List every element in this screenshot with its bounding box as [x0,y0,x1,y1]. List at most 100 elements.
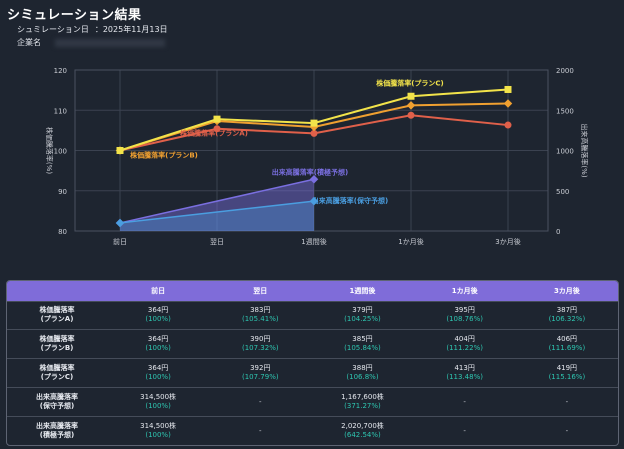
y-tick-label-right: 2000 [556,67,574,75]
data-point [407,92,415,100]
simulation-date-label: シュミレーション日 [17,25,89,34]
empty-value: - [463,426,466,435]
table-cell: 413円 (113.48%) [414,359,516,388]
cell-percent: (106.32%) [548,315,586,324]
table-row-header: 株価騰落率 (プランC) [7,359,107,388]
cell-value: 379円 [352,306,373,315]
table-cell: 364円 (100%) [107,301,209,330]
y-tick-label-right: 500 [556,188,569,196]
cell-percent: (108.76%) [446,315,483,324]
table-header-cell: 前日 [151,286,166,295]
y-tick-label-right: 0 [556,228,560,236]
cell-value: 387円 [556,306,578,315]
cell-value: 419円 [556,364,578,373]
table-cell: - [209,417,311,445]
simulation-chart: 80 90 100 110 120 0 500 1000 1500 2000 前日 翌日 1週間後 1か月… [45,67,589,246]
empty-value: - [565,397,569,406]
data-point [504,85,512,93]
chart-ticks: 80 90 100 110 120 0 500 1000 1500 2000 前日 翌日 1週間後 1か月… [45,67,589,246]
x-tick-label: 1週間後 [301,237,326,246]
simulation-date-row: シュミレーション日 ：2025年11月13日 [17,24,168,35]
cell-value: 2,020,700株 [341,422,384,431]
cell-value: 395円 [454,306,475,315]
table-row-header: 出来高騰落率 (積極予想) [7,417,107,445]
cell-value: 1,167,600株 [341,393,384,402]
cell-percent: (106.8%) [346,373,379,382]
data-point [407,111,415,119]
table-cell: 388円 (106.8%) [311,359,413,388]
cell-percent: (642.54%) [344,431,381,440]
row-label-main: 株価騰落率 [39,335,75,344]
empty-value: - [259,397,262,406]
series-label: 出来高騰落率(積極予想) [272,167,348,176]
simulation-date-value: ：2025年11月13日 [94,25,168,34]
page-title: シミュレーション結果 [7,8,142,23]
data-point [310,129,318,137]
table-cell: 406円 (111.69%) [516,330,618,359]
cell-percent: (107.79%) [241,373,279,382]
data-point [309,175,319,184]
plot-frame [74,69,549,232]
table-header-cell [7,281,107,301]
row-label-main: 出来高騰落率 [36,422,78,431]
results-table-container: 前日 翌日 1週間後 1カ月後 3カ月後 株価騰落率 (プランA) 364円 (100… [6,280,619,446]
table-cell: 314,500株 (100%) [107,417,209,445]
series-label: 株価騰落率(プランA) [180,128,248,137]
row-label-sub: (プランC) [40,373,74,382]
table-cell: 390円 (107.32%) [209,330,311,359]
table-row: 株価騰落率 (プランA) 364円 (100%) 383円 (105.41%) 379円 (1… [7,301,618,330]
row-label-sub: (積極予想) [39,431,75,440]
cell-value: 404円 [454,335,475,344]
y-tick-label-left: 90 [58,188,67,196]
series-label: 出来高騰落率(保守予想) [312,196,388,205]
y-tick-label-left: 100 [54,148,67,156]
row-label-main: 株価騰落率 [39,364,75,373]
y-tick-label-left: 110 [54,107,67,115]
table-header-row: 前日 翌日 1週間後 1カ月後 3カ月後 [7,281,618,301]
cell-percent: (100%) [145,431,171,440]
cell-percent: (100%) [145,402,171,411]
cell-value: 413円 [454,364,475,373]
series-line [119,178,315,224]
table-row: 株価騰落率 (プランC) 364円 (100%) 392円 (107.79%) 388円 (1… [7,358,618,388]
table-cell: 404円 (111.22%) [414,330,516,359]
cell-percent: (104.25%) [344,315,381,324]
table-row: 出来高騰落率 (積極予想) 314,500株 (100%) -2,020,700株 (64… [7,416,618,445]
cell-value: 385円 [352,335,373,344]
y-tick-label-left: 80 [58,228,67,236]
table-row-header: 株価騰落率 (プランB) [7,330,107,359]
data-point [310,119,318,127]
company-label: 企業名 [17,38,41,47]
table-row-header: 株価騰落率 (プランA) [7,301,107,330]
table-cell: 387円 (106.32%) [516,301,618,330]
cell-percent: (115.16%) [548,373,586,382]
table-cell: - [516,417,618,445]
y-tick-label-right: 1500 [556,107,574,115]
table-cell: 395円 (108.76%) [414,301,516,330]
data-point [406,101,416,110]
row-label-sub: (プランB) [40,344,74,353]
row-label-sub: (保守予想) [39,402,75,411]
cell-percent: (100%) [145,315,171,324]
cell-value: 314,500株 [140,393,177,402]
table-cell: 2,020,700株 (642.54%) [311,417,413,445]
cell-percent: (105.84%) [344,344,381,353]
table-cell: 419円 (115.16%) [516,359,618,388]
cell-value: 364円 [147,364,169,373]
row-label-main: 株価騰落率 [39,306,75,315]
table-cell: - [516,388,618,417]
data-point [309,196,319,206]
y-axis-title-left: 株価騰落率(%) [45,127,54,174]
cell-value: 383円 [250,306,271,315]
cell-percent: (100%) [145,344,171,353]
data-point [116,147,124,154]
cell-percent: (111.69%) [548,344,586,353]
cell-value: 364円 [147,306,169,315]
table-body: 株価騰落率 (プランA) 364円 (100%) 383円 (105.41%) 379円 (1… [7,301,618,445]
table-cell: 364円 (100%) [107,330,209,359]
cell-percent: (105.41%) [241,315,279,324]
empty-value: - [463,397,466,406]
company-name-redacted [55,38,165,47]
y-tick-label-right: 1000 [556,148,574,156]
y-axis-title-right: 出来高騰落率(%) [580,123,589,177]
